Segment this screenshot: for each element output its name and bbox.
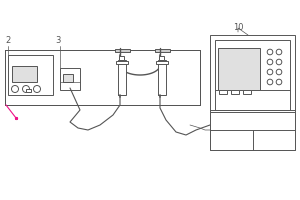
Bar	[231, 90, 239, 94]
Circle shape	[276, 69, 282, 75]
Bar	[159, 56, 164, 60]
Bar	[156, 61, 168, 64]
Bar	[158, 60, 166, 95]
Bar	[116, 61, 128, 64]
Circle shape	[34, 86, 40, 92]
Bar	[215, 40, 290, 110]
Bar	[12, 66, 37, 82]
Bar	[119, 56, 124, 60]
Circle shape	[276, 59, 282, 65]
Bar	[118, 60, 126, 95]
Text: 2: 2	[5, 36, 10, 45]
Text: 10: 10	[233, 23, 244, 32]
Bar	[218, 48, 260, 90]
Bar	[155, 49, 170, 52]
Bar	[243, 90, 251, 94]
Text: 3: 3	[55, 36, 60, 45]
Bar	[219, 90, 227, 94]
Bar	[210, 112, 295, 150]
Circle shape	[267, 79, 273, 85]
Bar	[8, 55, 53, 95]
Bar	[5, 50, 200, 105]
Bar	[115, 49, 130, 52]
Circle shape	[267, 49, 273, 55]
Circle shape	[267, 69, 273, 75]
Circle shape	[267, 59, 273, 65]
Circle shape	[276, 49, 282, 55]
Bar	[60, 68, 80, 90]
Bar	[63, 74, 73, 82]
Circle shape	[276, 79, 282, 85]
Circle shape	[11, 86, 19, 92]
Bar	[26, 89, 31, 92]
Circle shape	[22, 86, 29, 92]
Bar	[210, 35, 295, 150]
